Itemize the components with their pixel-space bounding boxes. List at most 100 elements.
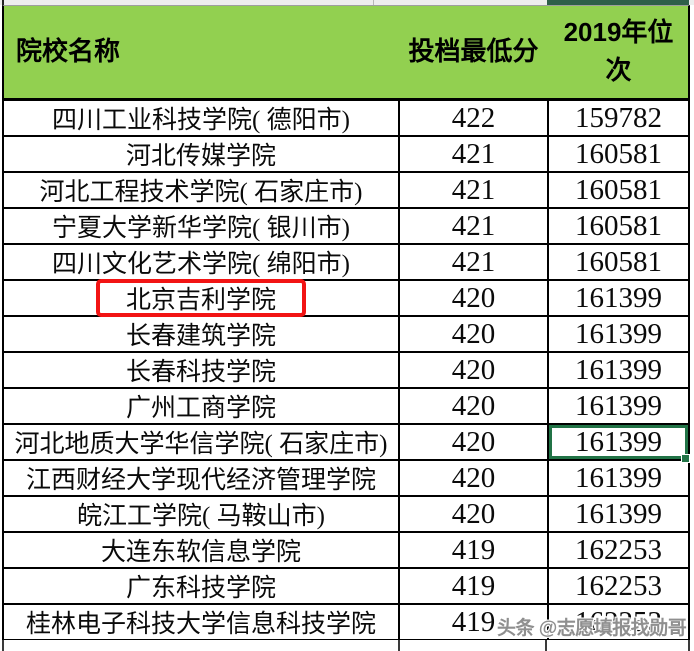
table-row: 江西财经大学现代经济管理学院 420 161399 — [4, 461, 688, 497]
rank-text: 161399 — [575, 281, 662, 314]
min-score-text: 421 — [451, 173, 496, 206]
cell-min-score[interactable]: 422 — [400, 101, 549, 135]
partial-row-below — [0, 640, 694, 651]
cell-min-score[interactable]: 421 — [400, 137, 549, 171]
rank-text: 160581 — [575, 137, 662, 170]
table-row: 北京吉利学院 420 161399 — [4, 279, 688, 317]
college-name-text: 四川工业科技学院( 德阳市) — [52, 107, 350, 134]
cell-college-name[interactable]: 四川工业科技学院( 德阳市) — [4, 101, 400, 135]
cell-min-score[interactable]: 420 — [400, 497, 549, 531]
cell-2019-rank[interactable]: 159782 — [549, 101, 688, 135]
cell-college-name[interactable]: 皖江工学院( 马鞍山市) — [4, 497, 400, 531]
college-name-wrap: 长春科技学院 — [126, 352, 276, 388]
cell-2019-rank[interactable]: 161399 — [549, 281, 688, 315]
cell-min-score[interactable]: 420 — [400, 425, 549, 459]
cell-2019-rank[interactable]: 161399 — [549, 497, 688, 531]
cell-2019-rank[interactable]: 161399 — [549, 317, 688, 351]
cell-2019-rank[interactable]: 160581 — [549, 209, 688, 243]
min-score-text: 419 — [451, 569, 496, 602]
college-name-wrap: 宁夏大学新华学院( 银川市) — [52, 208, 350, 244]
min-score-text: 421 — [451, 245, 496, 278]
cell-2019-rank[interactable]: 160581 — [549, 173, 688, 207]
cell-min-score[interactable]: 420 — [400, 281, 549, 315]
college-name-text: 桂林电子科技大学信息科技学院 — [25, 611, 376, 638]
table-row: 河北工程技术学院( 石家庄市) 421 160581 — [4, 173, 688, 209]
cell-college-name[interactable]: 广东科技学院 — [4, 569, 400, 603]
table-header-row: 院校名称 投档最低分 2019年位次 — [4, 6, 688, 101]
cell-college-name[interactable]: 河北工程技术学院( 石家庄市) — [4, 173, 400, 207]
table-row: 河北地质大学华信学院( 石家庄市) 420 161399 — [4, 425, 690, 463]
cell-college-name[interactable]: 大连东软信息学院 — [4, 533, 400, 567]
table-left-border-tick — [2, 0, 4, 5]
cell-min-score[interactable]: 420 — [400, 461, 549, 495]
rank-text: 160581 — [575, 209, 662, 242]
cell-2019-rank[interactable]: 162253 — [549, 569, 688, 603]
cell-min-score[interactable]: 421 — [400, 245, 549, 279]
cell-min-score[interactable]: 419 — [400, 533, 549, 567]
cell-college-name[interactable]: 河北地质大学华信学院( 石家庄市) — [4, 425, 400, 459]
header-cell-2019-rank[interactable]: 2019年位次 — [563, 17, 674, 85]
header-cell-college-name[interactable]: 院校名称 — [16, 36, 121, 67]
toutiao-watermark: 头条 @志愿填报找勋哥 — [497, 617, 687, 639]
college-name-text: 宁夏大学新华学院( 银川市) — [52, 215, 350, 242]
table-row: 大连东软信息学院 419 162253 — [4, 533, 688, 569]
cell-college-name[interactable]: 宁夏大学新华学院( 银川市) — [4, 209, 400, 243]
cell-2019-rank[interactable]: 161399 — [549, 461, 688, 495]
rank-text: 162253 — [575, 605, 662, 638]
rank-text: 161399 — [575, 425, 662, 458]
min-score-text: 422 — [451, 101, 496, 134]
college-name-text: 长春科技学院 — [125, 359, 276, 386]
min-score-text: 419 — [451, 533, 496, 566]
college-name-wrap: 河北地质大学华信学院( 石家庄市) — [15, 424, 388, 460]
table-row: 宁夏大学新华学院( 银川市) 421 160581 — [4, 209, 688, 245]
scores-table: 院校名称 投档最低分 2019年位次 四川工业科技学院( 德阳市) 422 15… — [2, 5, 690, 641]
cell-college-name[interactable]: 广州工商学院 — [4, 389, 400, 423]
min-score-text: 420 — [451, 281, 496, 314]
gridline — [398, 640, 400, 651]
college-name-text: 广州工商学院 — [125, 395, 276, 422]
rank-text: 161399 — [575, 461, 662, 494]
cell-2019-rank[interactable]: 162253 — [549, 533, 688, 567]
cell-min-score[interactable]: 419 — [400, 605, 549, 639]
gridline — [545, 640, 547, 651]
min-score-text: 420 — [451, 389, 496, 422]
cell-college-name[interactable]: 长春建筑学院 — [4, 317, 400, 351]
cell-min-score[interactable]: 419 — [400, 569, 549, 603]
cell-college-name[interactable]: 江西财经大学现代经济管理学院 — [4, 461, 400, 495]
table-row: 广州工商学院 420 161399 — [4, 389, 688, 425]
table-row: 四川文化艺术学院( 绵阳市) 421 160581 — [4, 245, 688, 281]
cell-college-name[interactable]: 河北传媒学院 — [4, 137, 400, 171]
college-name-wrap: 广东科技学院 — [126, 568, 276, 604]
college-name-text: 大连东软信息学院 — [100, 539, 301, 566]
college-name-wrap: 长春建筑学院 — [126, 316, 276, 352]
rank-text: 159782 — [575, 101, 662, 134]
cell-2019-rank[interactable]: 161399 — [549, 389, 688, 423]
cell-2019-rank[interactable]: 162253 — [549, 605, 688, 639]
table-row: 四川工业科技学院( 德阳市) 422 159782 — [4, 101, 688, 137]
cell-min-score[interactable]: 421 — [400, 173, 549, 207]
cell-college-name[interactable]: 北京吉利学院 — [4, 279, 400, 317]
cell-2019-rank[interactable]: 160581 — [549, 137, 688, 171]
college-name-text: 广东科技学院 — [125, 575, 276, 602]
cell-2019-rank[interactable]: 161399 — [549, 353, 688, 387]
header-cell-min-score[interactable]: 投档最低分 — [408, 36, 539, 67]
cell-college-name[interactable]: 长春科技学院 — [4, 353, 400, 387]
cell-min-score[interactable]: 420 — [400, 389, 549, 423]
min-score-text: 420 — [451, 353, 496, 386]
cell-min-score[interactable]: 420 — [400, 317, 549, 351]
college-name-wrap: 桂林电子科技大学信息科技学院 — [26, 604, 376, 640]
rank-text: 161399 — [575, 353, 662, 386]
cell-college-name[interactable]: 四川文化艺术学院( 绵阳市) — [4, 245, 400, 279]
cell-college-name[interactable]: 桂林电子科技大学信息科技学院 — [4, 605, 400, 639]
cell-min-score[interactable]: 420 — [400, 353, 549, 387]
college-name-text: 四川文化艺术学院( 绵阳市) — [52, 251, 350, 278]
table-row: 长春科技学院 420 161399 — [4, 353, 688, 389]
college-name-wrap: 大连东软信息学院 — [101, 532, 301, 568]
min-score-text: 420 — [451, 497, 496, 530]
college-name-wrap: 四川文化艺术学院( 绵阳市) — [52, 244, 350, 280]
selected-cell[interactable]: 161399 — [549, 425, 690, 463]
cell-min-score[interactable]: 421 — [400, 209, 549, 243]
cell-2019-rank[interactable]: 160581 — [549, 245, 688, 279]
college-name-text: 河北传媒学院 — [125, 143, 276, 170]
